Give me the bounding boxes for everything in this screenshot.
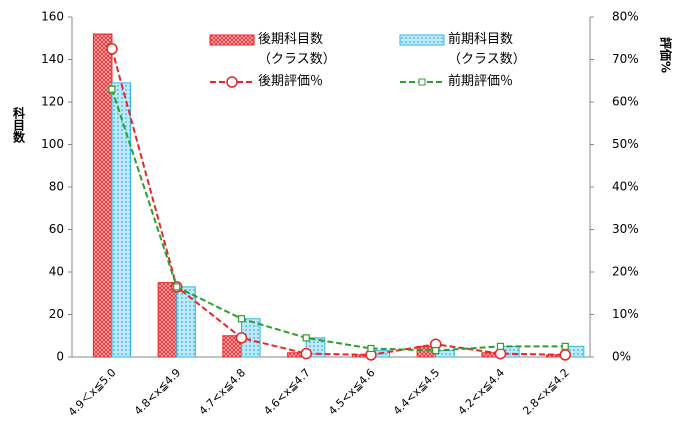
legend-label: 後期評価％ [258,74,324,89]
marker [237,315,246,323]
y2-tick-label: 80% [612,10,639,24]
marker [108,85,116,93]
y-tick-label: 140 [41,52,64,66]
marker [494,347,507,360]
legend-swatch [209,34,255,46]
marker [173,283,181,291]
y2-tick-label: 0% [612,350,631,364]
marker [432,347,440,355]
x-tick-label: 4.4<x≦4.5 [391,366,443,418]
legend-label: 前期評価％ [448,74,514,89]
y2-tick-label: 50% [612,137,639,151]
bar [111,82,132,358]
y-tick-label: 120 [41,95,64,109]
y2-tick-label: 30% [612,222,639,236]
marker [367,344,375,353]
marker [559,349,571,361]
marker [300,347,312,360]
x-tick-label: 4.2<x≦4.4 [456,366,508,418]
legend-label: 前期科目数（クラス数） [448,32,526,67]
x-tick-label: 4.7<x≦4.8 [197,366,249,418]
x-tick-label: 4.8<x≦4.9 [132,366,184,418]
y-tick-label: 20 [49,307,64,321]
x-tick-label: 4.9＜x≦5.0 [66,366,119,419]
y2-tick-label: 20% [612,265,639,279]
marker [302,334,310,342]
y2-tick-label: 70% [612,52,639,66]
line [111,48,566,356]
legend-label: 後期科目数（クラス数） [258,32,336,67]
legend-swatch [399,34,445,46]
y-tick-label: 0 [56,350,64,364]
y-tick-label: 100 [41,137,64,151]
y2-tick-label: 10% [612,307,639,321]
legend-marker [418,78,426,86]
y-tick-label: 40 [49,265,64,279]
bar [157,282,178,358]
marker [106,43,118,55]
x-tick-label: 2.8<x≦4.2 [520,366,572,418]
bar [92,33,113,358]
legend-marker [226,76,238,88]
marker [496,342,505,350]
x-tick-label: 4.5<x≦4.6 [326,366,378,418]
bar [176,286,196,358]
line [111,88,566,352]
y2-tick-label: 40% [612,180,639,194]
y2-axis-label: 評価% [659,37,674,73]
y-tick-label: 160 [41,10,64,24]
marker [235,332,248,344]
y2-tick-label: 60% [612,95,639,109]
marker [561,342,569,350]
x-tick-label: 4.6<x≦4.7 [261,366,313,418]
y-tick-label: 60 [49,222,64,236]
y-tick-label: 80 [49,180,64,194]
y-axis-label: 科目数 [12,106,26,144]
